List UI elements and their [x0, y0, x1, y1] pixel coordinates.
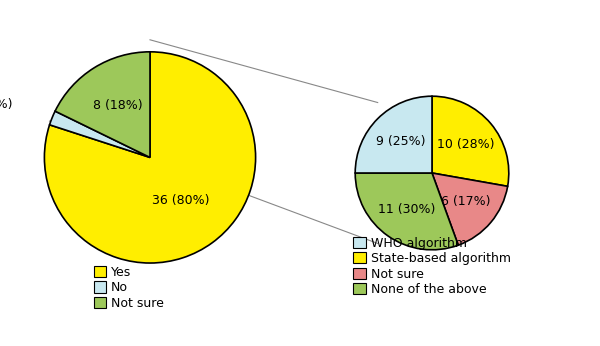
Text: 10 (28%): 10 (28%)	[437, 138, 495, 151]
Wedge shape	[432, 173, 508, 245]
Text: 9 (25%): 9 (25%)	[376, 135, 425, 148]
Wedge shape	[355, 96, 432, 173]
Wedge shape	[355, 173, 458, 250]
Wedge shape	[432, 96, 509, 186]
Text: 36 (80%): 36 (80%)	[152, 194, 210, 207]
Legend: WHO algorithm, State-based algorithm, Not sure, None of the above: WHO algorithm, State-based algorithm, No…	[348, 232, 516, 301]
Wedge shape	[44, 52, 256, 263]
Text: 6 (17%): 6 (17%)	[442, 195, 491, 208]
Wedge shape	[50, 111, 150, 157]
Text: 1 (2%): 1 (2%)	[0, 98, 13, 110]
Legend: Yes, No, Not sure: Yes, No, Not sure	[89, 261, 169, 315]
Text: 8 (18%): 8 (18%)	[93, 99, 142, 112]
Wedge shape	[55, 52, 150, 157]
Text: 11 (30%): 11 (30%)	[378, 203, 435, 216]
